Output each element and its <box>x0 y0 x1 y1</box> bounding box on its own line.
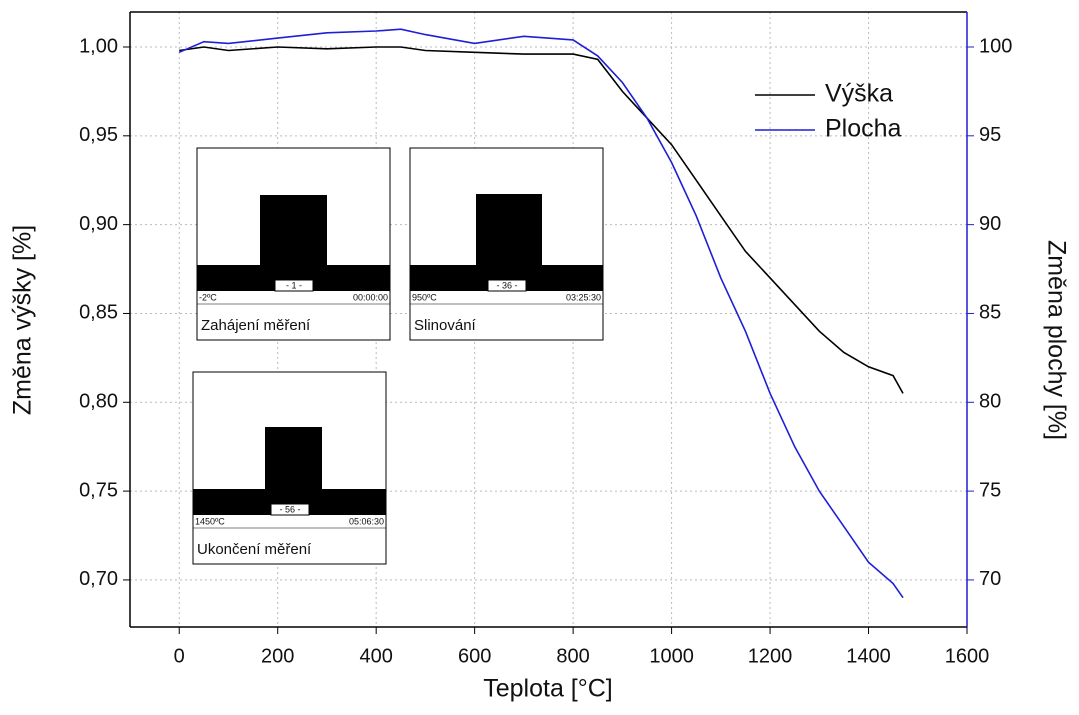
sample <box>265 427 322 491</box>
inset: - 36 - 950ºC 03:25:30 Slinování <box>409 147 604 341</box>
temperature: 950ºC <box>412 292 437 302</box>
y2-tick-label: 75 <box>979 479 1001 501</box>
y2-axis-title: Změna plochy [%] <box>1042 240 1070 440</box>
x-tick-label: 1600 <box>945 645 990 667</box>
y2-tick-label: 80 <box>979 391 1001 413</box>
y2-tick-label: 100 <box>979 35 1012 57</box>
counter: - 1 - <box>286 280 302 290</box>
series-line <box>178 28 904 599</box>
x-tick-label: 600 <box>458 645 491 667</box>
inset-caption: Ukončení měření <box>197 541 312 558</box>
inset-caption: Slinování <box>414 317 477 334</box>
y-tick-label: 1,00 <box>79 35 118 57</box>
x-tick-label: 400 <box>359 645 392 667</box>
inset-caption: Zahájení měření <box>201 317 311 334</box>
x-tick-label: 1400 <box>846 645 891 667</box>
y-tick-label: 0,70 <box>79 568 118 590</box>
y2-tick-label: 85 <box>979 302 1001 324</box>
y-tick-label: 0,85 <box>79 302 118 324</box>
counter-box <box>487 279 527 292</box>
counter: - 36 - <box>496 280 517 290</box>
y2-tick-label: 95 <box>979 124 1001 146</box>
y-tick-label: 0,90 <box>79 213 118 235</box>
x-axis-title: Teplota [°C] <box>483 675 613 703</box>
counter-box <box>274 279 314 292</box>
x-tick-label: 1000 <box>649 645 694 667</box>
time: 00:00:00 <box>353 292 388 302</box>
y2-tick-label: 90 <box>979 213 1001 235</box>
y2-tick-label: 70 <box>979 568 1001 590</box>
legend-label: Plocha <box>825 115 902 143</box>
counter: - 56 - <box>279 504 300 514</box>
sample <box>476 194 542 267</box>
time: 05:06:30 <box>349 516 384 526</box>
y-tick-label: 0,75 <box>79 479 118 501</box>
y-tick-label: 0,80 <box>79 391 118 413</box>
inset: - 1 - -2ºC 00:00:00 Zahájení měření <box>196 147 391 341</box>
series-line <box>179 46 904 394</box>
x-tick-label: 200 <box>261 645 294 667</box>
inset: - 56 - 1450ºC 05:06:30 Ukončení měření <box>192 371 387 565</box>
x-tick-label: 1200 <box>748 645 793 667</box>
legend-label: Výška <box>825 80 893 108</box>
sample <box>260 195 327 267</box>
time: 03:25:30 <box>566 292 601 302</box>
x-tick-label: 0 <box>174 645 185 667</box>
temperature: 1450ºC <box>195 516 225 526</box>
y-axis-title: Změna výšky [%] <box>9 225 37 415</box>
counter-box <box>270 503 310 516</box>
temperature: -2ºC <box>199 292 217 302</box>
y-tick-label: 0,95 <box>79 124 118 146</box>
x-tick-label: 800 <box>556 645 589 667</box>
